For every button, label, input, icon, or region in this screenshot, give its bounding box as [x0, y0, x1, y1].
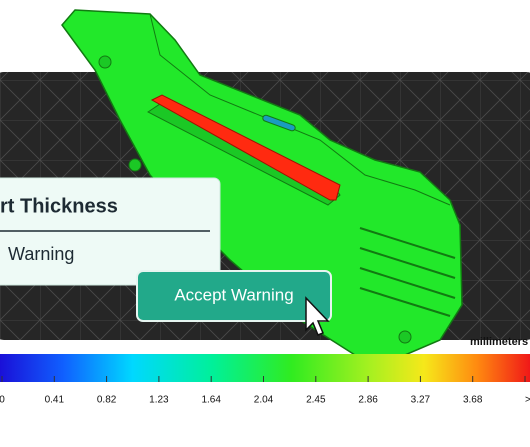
tick-label: 1.64	[201, 395, 221, 406]
part-model	[61, 9, 463, 356]
tick-label: 3.68	[463, 395, 483, 406]
dialog-message: Warning	[8, 244, 74, 264]
accept-button[interactable]: Accept Warning	[136, 270, 332, 322]
cursor	[305, 296, 330, 336]
colorbar	[0, 354, 530, 382]
tick-label: 2.04	[254, 395, 274, 406]
tick-label: 0.41	[45, 395, 65, 406]
tick-label: 0.82	[97, 395, 117, 406]
tick-label: 1.23	[149, 395, 169, 406]
tick-label: 2.86	[358, 395, 378, 406]
dialog-title: rt Thickness	[0, 195, 118, 217]
tick-label: 3.27	[411, 395, 431, 406]
warning-dialog: rt Thickness Warning	[0, 177, 221, 286]
tick-label: 2.45	[306, 395, 326, 406]
tick-label: 0	[0, 395, 5, 406]
unit-label: millimeters	[470, 336, 528, 348]
colorbar-ticks: 0 0.41 0.82 1.23 1.64 2.04 2.45 2.86 3.27 3.68 > 4	[0, 376, 530, 406]
tick-label: > 4	[525, 395, 530, 406]
button-label[interactable]: Accept Warning	[174, 285, 293, 304]
